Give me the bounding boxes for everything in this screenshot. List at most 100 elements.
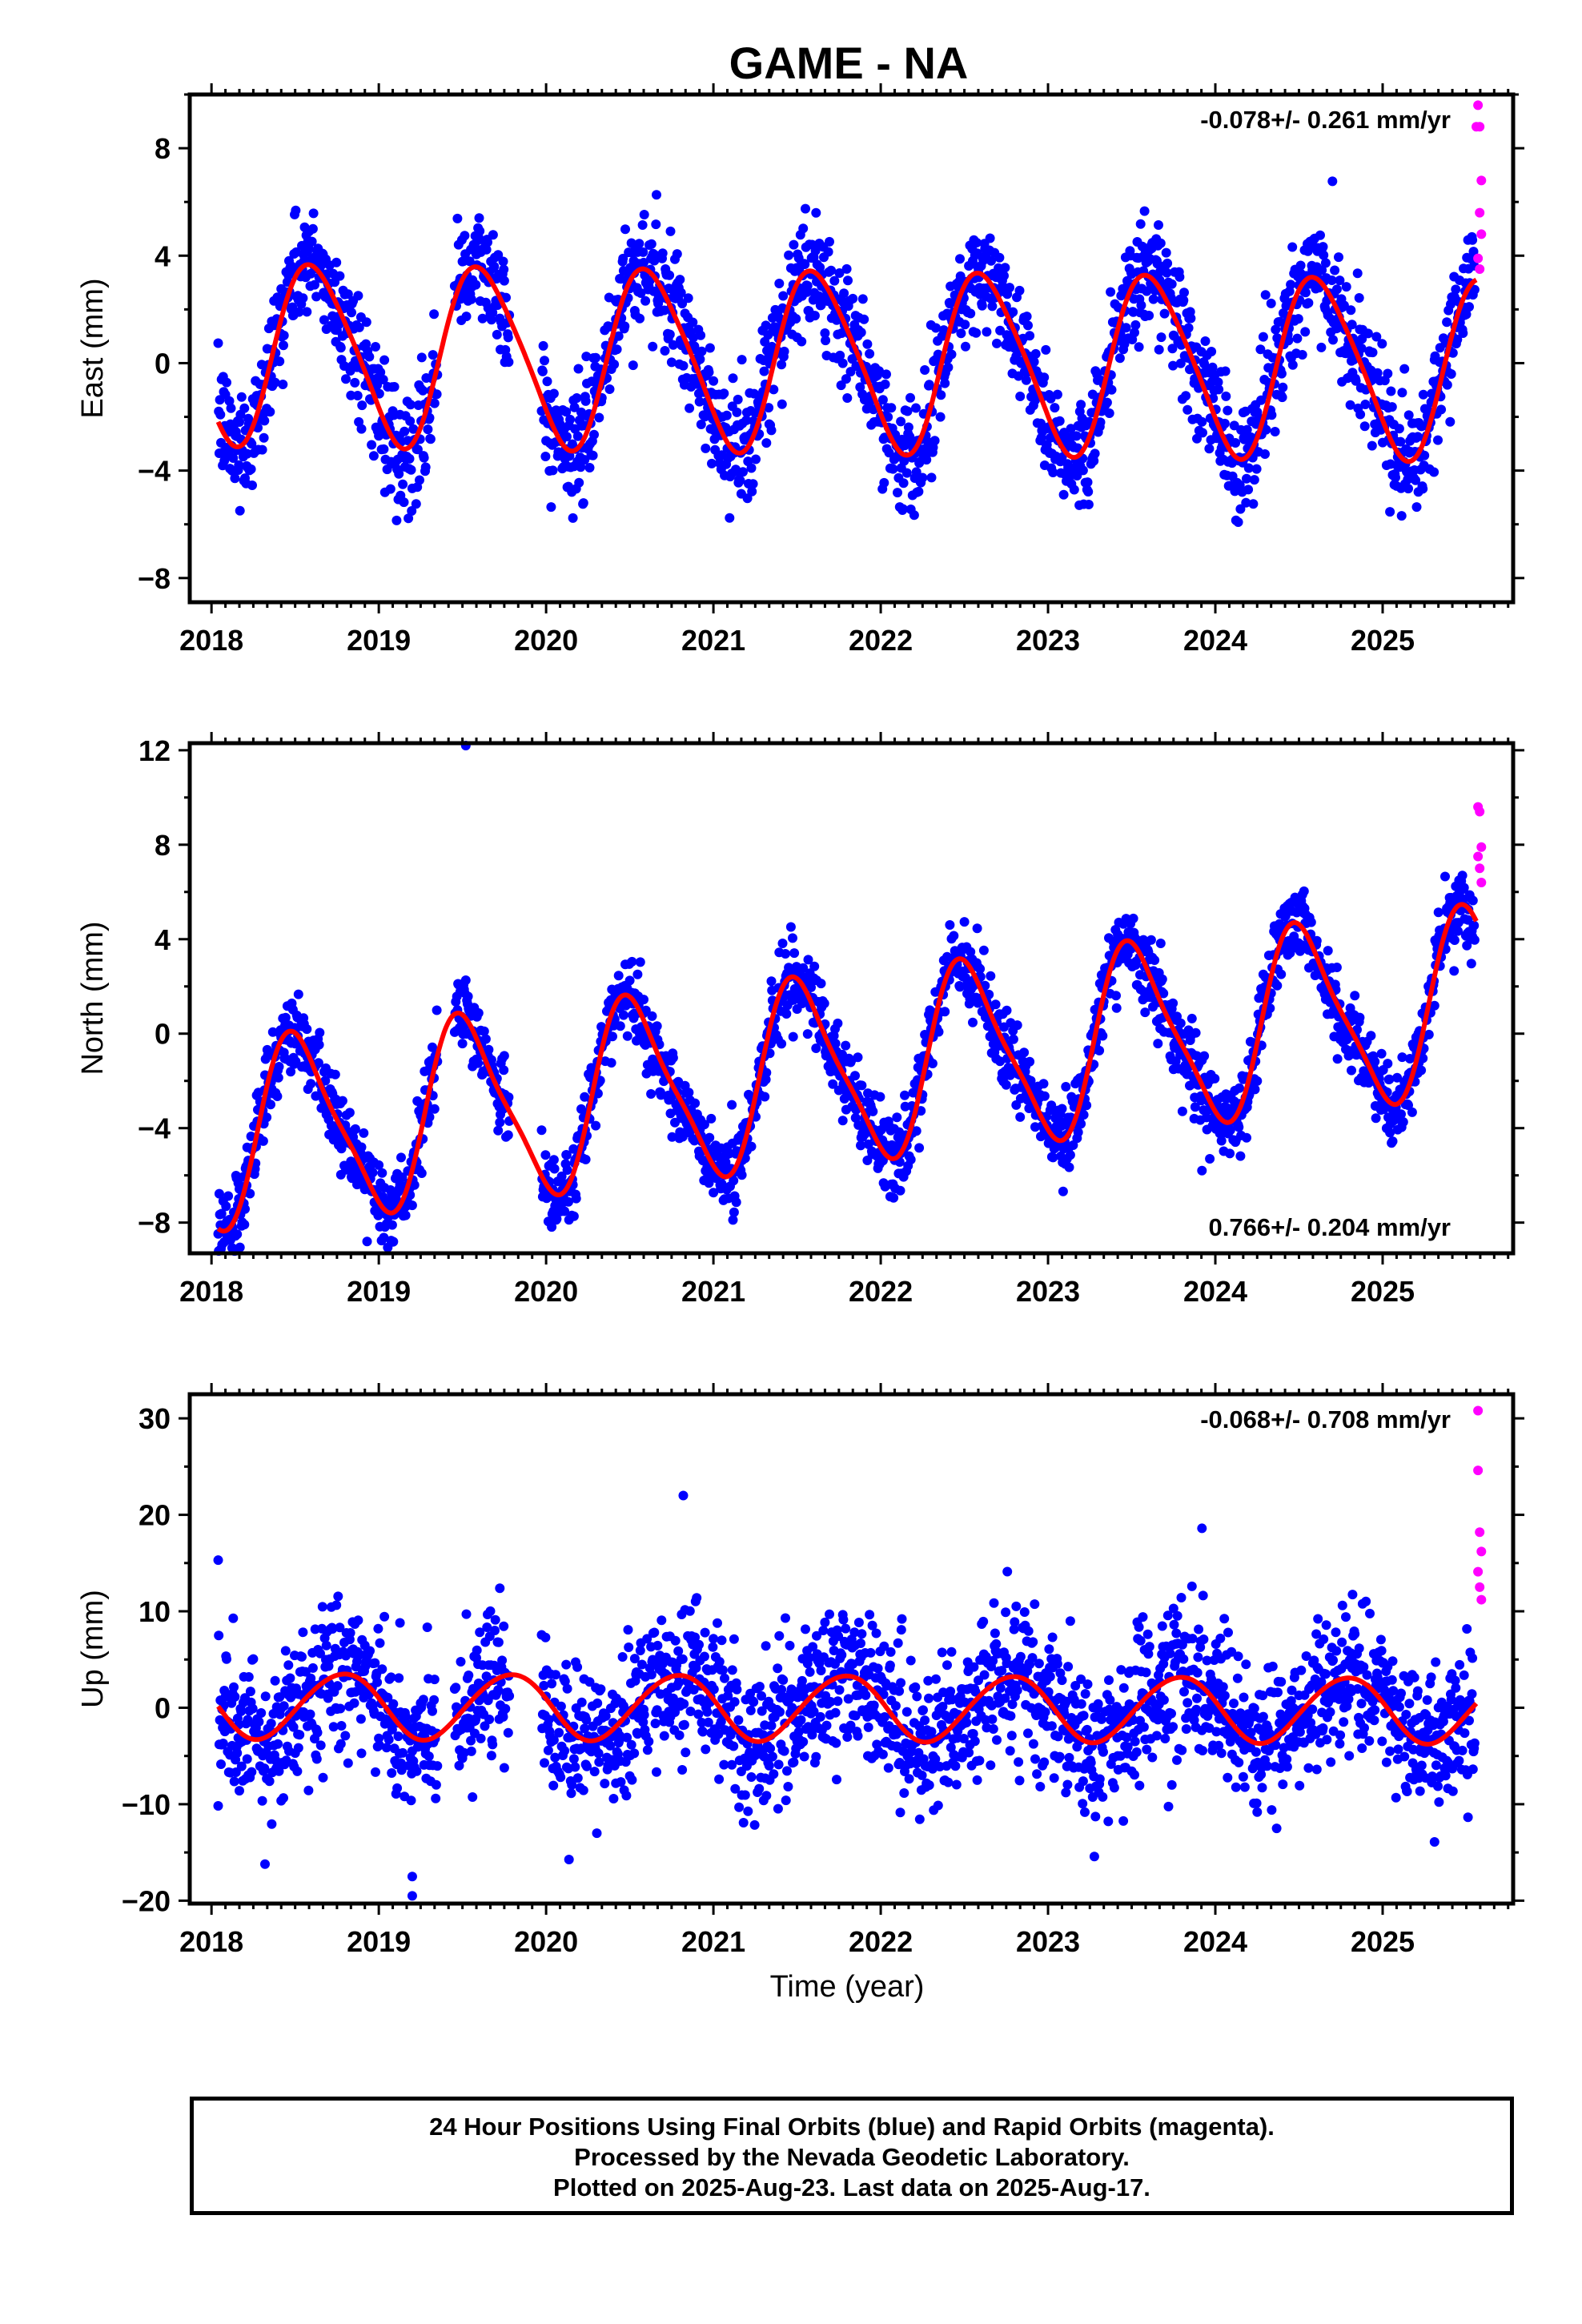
data-point: [388, 1236, 399, 1247]
data-point: [696, 420, 706, 429]
data-point: [1130, 320, 1141, 330]
data-point: [350, 1124, 360, 1134]
data-point: [926, 472, 937, 483]
data-point: [1248, 499, 1259, 509]
data-point: [388, 1699, 399, 1709]
data-point: [984, 989, 994, 999]
data-point: [481, 244, 492, 255]
data-point: [260, 1691, 271, 1702]
data-point: [1457, 870, 1468, 881]
data-point: [859, 314, 869, 324]
data-point: [375, 367, 386, 377]
data-point: [561, 1150, 572, 1160]
data-point: [318, 1772, 328, 1783]
data-point: [1370, 1056, 1380, 1067]
data-point: [635, 313, 645, 324]
data-point: [262, 1112, 272, 1123]
rapid-point: [1476, 175, 1487, 186]
data-point: [945, 920, 955, 930]
data-point: [966, 947, 976, 957]
data-point: [1026, 1076, 1036, 1086]
data-point: [696, 330, 706, 340]
data-point: [1334, 252, 1343, 263]
data-point: [1354, 293, 1364, 303]
data-point: [694, 396, 705, 407]
data-point: [270, 377, 280, 388]
data-point: [901, 468, 912, 478]
data-point: [499, 1051, 509, 1061]
data-point: [580, 1092, 590, 1102]
data-point: [1136, 300, 1146, 311]
data-point: [1319, 250, 1329, 260]
data-point: [1396, 511, 1407, 521]
data-point: [503, 1727, 513, 1738]
data-point: [1036, 418, 1046, 428]
data-point: [546, 502, 556, 513]
data-point: [305, 1709, 315, 1719]
data-point: [242, 1754, 252, 1764]
data-point: [314, 1039, 324, 1050]
data-point: [562, 1683, 572, 1694]
data-point: [1327, 176, 1338, 187]
data-point: [404, 453, 415, 464]
data-point: [781, 1009, 792, 1019]
data-point: [230, 473, 240, 484]
data-point: [228, 1613, 239, 1623]
data-point: [234, 460, 244, 470]
data-point: [1331, 963, 1342, 972]
data-point: [424, 1112, 435, 1122]
data-point: [330, 1069, 340, 1080]
data-point: [949, 931, 959, 941]
data-point: [781, 949, 790, 959]
data-point: [589, 429, 599, 440]
data-point: [239, 1220, 250, 1230]
data-point: [632, 969, 643, 979]
data-point: [1162, 267, 1172, 278]
x-tick-label: 2022: [849, 1275, 913, 1308]
data-point: [612, 344, 622, 355]
data-point: [829, 275, 840, 286]
data-point: [1235, 1083, 1244, 1093]
data-point: [924, 380, 934, 390]
data-point: [940, 1007, 950, 1017]
data-point: [542, 376, 552, 387]
data-point: [432, 1005, 442, 1015]
y-tick-label: −4: [138, 455, 171, 488]
data-point: [391, 515, 402, 525]
data-point: [1233, 517, 1243, 527]
data-point: [1445, 416, 1456, 427]
data-point: [1331, 284, 1342, 295]
data-point: [738, 467, 748, 477]
data-point: [1412, 432, 1423, 442]
data-point: [1283, 336, 1294, 346]
data-point: [760, 1092, 770, 1102]
data-point: [245, 1687, 255, 1697]
x-tick-label: 2022: [849, 624, 913, 657]
data-point: [551, 1670, 560, 1680]
data-point: [1066, 424, 1076, 434]
data-point: [959, 917, 970, 927]
data-point: [373, 1623, 383, 1634]
data-point: [485, 1606, 496, 1616]
data-point: [1008, 1034, 1018, 1044]
data-point: [1265, 1003, 1275, 1013]
data-point: [1346, 305, 1356, 316]
data-point: [336, 1721, 347, 1731]
data-point: [1050, 403, 1060, 413]
data-point: [285, 1673, 295, 1683]
data-point: [379, 1611, 390, 1622]
data-point: [232, 1748, 243, 1758]
rapid-point: [1475, 806, 1485, 817]
data-point: [578, 498, 588, 509]
data-point: [879, 477, 889, 488]
data-point: [765, 1048, 775, 1059]
data-point: [911, 403, 921, 413]
data-point: [823, 247, 833, 257]
data-point: [490, 1614, 500, 1625]
data-point: [1317, 265, 1327, 275]
rapid-point: [1472, 122, 1482, 132]
data-point: [476, 1733, 486, 1743]
data-point: [977, 300, 987, 311]
data-point: [349, 1698, 359, 1708]
data-point: [1052, 389, 1062, 400]
